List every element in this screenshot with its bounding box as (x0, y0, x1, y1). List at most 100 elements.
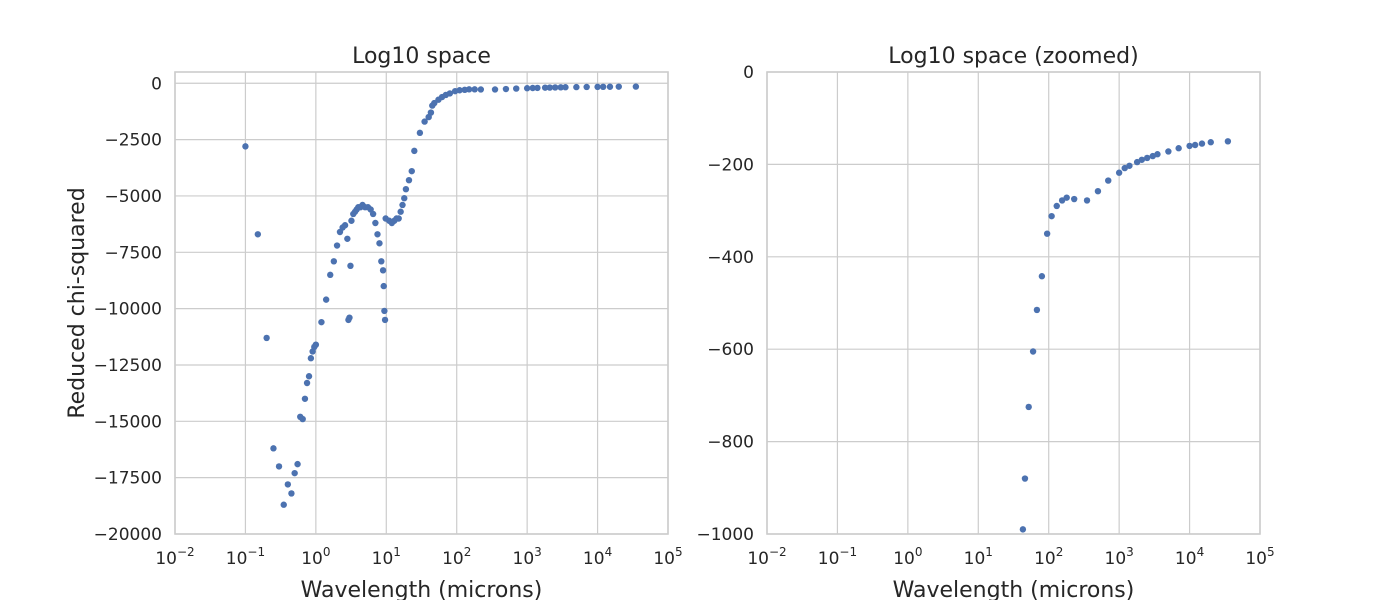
x-tick-exponent: 5 (675, 545, 683, 559)
data-point-log10-1 (254, 231, 262, 238)
data-point-log10-3 (270, 445, 277, 452)
x-tick-exponent: −1 (839, 545, 857, 559)
data-point-log10-2 (263, 334, 270, 342)
data-point-log10-82 (523, 85, 531, 92)
y-tick-label-log10-3: −7500 (104, 243, 162, 263)
data-point-log10-11 (299, 415, 306, 423)
x-tick-label-log10-7: 105 (653, 545, 682, 569)
x-tick-exponent: 2 (1056, 545, 1064, 559)
data-point-log10-94 (606, 83, 614, 90)
x-tick-exponent: 0 (915, 545, 923, 559)
data-point-log10-66 (427, 109, 435, 116)
data-point-log10-64 (421, 118, 428, 125)
x-tick-base: 10 (1105, 549, 1127, 569)
y-tick-label-log10-zoomed-0: 0 (743, 63, 754, 83)
data-point-log10-49 (381, 316, 389, 324)
x-tick-base: 10 (513, 549, 535, 569)
x-ticks-log10: 10−2 10−1 100 101 102 103 104 105 (155, 545, 682, 569)
data-point-log10-zoomed-22 (1154, 151, 1161, 158)
data-point-log10-zoomed-0 (1019, 526, 1027, 533)
x-tick-label-log10-zoomed-5: 103 (1105, 545, 1134, 569)
data-point-log10-76 (465, 86, 473, 93)
data-point-log10-88 (557, 84, 564, 91)
data-point-log10-91 (583, 83, 590, 91)
data-point-log10-79 (491, 86, 499, 93)
y-tick-label-log10-1: −2500 (104, 131, 162, 151)
scatter-series-log10-zoomed (1019, 138, 1232, 533)
data-point-log10-92 (594, 83, 601, 91)
data-point-log10-12 (301, 395, 309, 402)
x-tick-label-log10-zoomed-4: 102 (1034, 545, 1063, 569)
y-tick-label-log10-zoomed-3: −600 (707, 340, 754, 360)
x-tick-base: 10 (301, 549, 323, 569)
data-point-log10-78 (477, 86, 485, 93)
x-tick-label-log10-zoomed-1: 10−1 (818, 545, 857, 569)
data-point-log10-0 (242, 143, 249, 150)
y-axis-label-log10: Reduced chi-squared (65, 187, 90, 418)
data-point-log10-zoomed-25 (1186, 142, 1193, 150)
data-point-log10-89 (562, 84, 569, 91)
chart-panel-log10-zoomed: 10−2 10−1 100 101 102 103 104 105 0−200−400−600… (696, 44, 1274, 600)
y-tick-label-log10-6: −15000 (94, 412, 162, 432)
data-point-log10-96 (632, 83, 640, 90)
data-point-log10-zoomed-24 (1175, 145, 1182, 152)
data-point-log10-18 (312, 341, 320, 348)
x-tick-label-log10-5: 103 (513, 545, 542, 569)
data-point-log10-zoomed-10 (1063, 194, 1070, 201)
data-point-log10-44 (376, 240, 383, 247)
data-point-log10-81 (513, 85, 520, 92)
data-point-log10-zoomed-6 (1043, 230, 1051, 237)
y-tick-label-log10-8: −20000 (94, 525, 162, 545)
data-point-log10-5 (280, 501, 287, 508)
x-tick-label-log10-3: 101 (372, 545, 401, 569)
x-tick-exponent: 3 (534, 545, 542, 559)
data-point-log10-zoomed-3 (1029, 348, 1037, 355)
data-point-log10-zoomed-11 (1070, 195, 1078, 203)
data-point-log10-19 (318, 318, 325, 326)
data-point-log10-62 (411, 147, 418, 155)
data-point-log10-zoomed-4 (1033, 306, 1041, 314)
data-point-log10-22 (330, 258, 338, 265)
data-point-log10-86 (546, 84, 554, 91)
x-tick-base: 10 (442, 549, 464, 569)
x-tick-base: 10 (226, 549, 248, 569)
chart-panel-log10: 10−2 10−1 100 101 102 103 104 105 0−2500−5000−7… (65, 44, 683, 600)
data-point-log10-27 (344, 235, 351, 242)
y-tick-label-log10-7: −17500 (94, 469, 162, 489)
data-point-log10-46 (379, 267, 387, 274)
y-tick-label-log10-5: −12500 (94, 356, 162, 376)
data-point-log10-83 (529, 84, 536, 92)
x-tick-exponent: 4 (605, 545, 613, 559)
y-tick-label-log10-zoomed-1: −200 (707, 155, 754, 175)
data-point-log10-80 (502, 85, 510, 93)
data-point-log10-61 (408, 167, 415, 175)
data-point-log10-zoomed-14 (1105, 177, 1112, 184)
x-tick-base: 10 (155, 549, 177, 569)
data-point-log10-93 (599, 83, 607, 91)
data-point-log10-14 (305, 373, 313, 380)
data-point-log10-29 (346, 314, 353, 321)
y-tick-label-log10-2: −5000 (104, 187, 162, 207)
data-point-log10-zoomed-13 (1094, 187, 1102, 195)
data-point-log10-15 (307, 355, 315, 362)
y-tick-label-log10-zoomed-2: −400 (707, 248, 754, 268)
x-tick-exponent: 2 (464, 545, 472, 559)
x-tick-label-log10-2: 100 (301, 545, 330, 569)
data-point-log10-74 (456, 87, 463, 94)
data-point-log10-zoomed-12 (1083, 197, 1091, 204)
data-point-log10-zoomed-17 (1126, 162, 1133, 169)
plot-frame-log10 (174, 71, 669, 535)
x-tick-label-log10-zoomed-2: 100 (893, 545, 922, 569)
data-point-log10-zoomed-19 (1138, 156, 1146, 163)
data-point-log10-zoomed-5 (1038, 273, 1046, 280)
x-tick-base: 10 (1034, 549, 1056, 569)
data-point-log10-13 (303, 379, 311, 387)
data-point-log10-zoomed-28 (1207, 139, 1214, 146)
x-tick-base: 10 (818, 549, 840, 569)
data-point-log10-63 (416, 129, 424, 137)
x-tick-label-log10-zoomed-0: 10−2 (747, 545, 786, 569)
x-tick-base: 10 (893, 549, 915, 569)
x-axis-label-log10-zoomed: Wavelength (microns) (893, 578, 1135, 600)
x-tick-base: 10 (583, 549, 605, 569)
data-point-log10-47 (380, 282, 387, 290)
